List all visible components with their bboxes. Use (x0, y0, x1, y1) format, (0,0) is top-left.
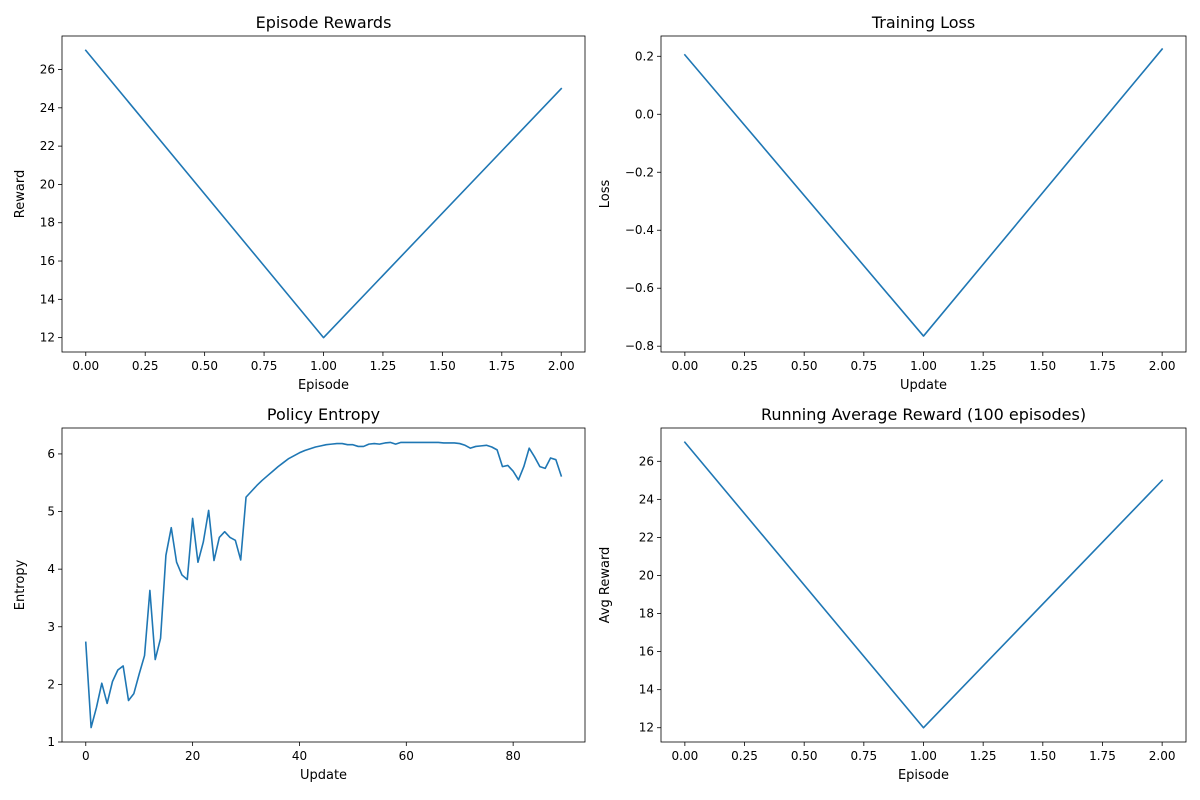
x-tick-label: 0.75 (850, 359, 877, 373)
axes-frame (61, 427, 586, 743)
axes-frame (61, 35, 586, 353)
series-line (84, 441, 563, 729)
x-axis-label: Update (900, 378, 947, 393)
y-tick-label: 18 (639, 607, 654, 621)
y-tick-label: 14 (40, 292, 55, 306)
y-tick-label: 0.2 (635, 49, 654, 63)
y-axis-label: Avg Reward (598, 547, 613, 624)
series-line (683, 441, 1164, 729)
x-tick-label: 1.25 (370, 359, 397, 373)
x-tick-label: 0.50 (791, 359, 818, 373)
y-tick-label: 14 (639, 683, 654, 697)
x-tick-label: 60 (399, 749, 414, 763)
x-tick-label: 1.00 (910, 749, 937, 763)
x-tick-label: 80 (506, 749, 521, 763)
x-tick-label: 0.50 (191, 359, 218, 373)
x-tick-label: 1.00 (910, 359, 937, 373)
chart-panel-2: Training Loss 0.00 0.25 0.50 0.75 1.00 1.25 1.5… (598, 13, 1187, 393)
y-axis-label: Entropy (13, 559, 28, 610)
series-line (683, 47, 1164, 337)
x-tick-label: 1.75 (488, 359, 515, 373)
y-tick-label: 24 (639, 492, 654, 506)
x-tick-label: 0.00 (672, 359, 699, 373)
chart-title: Policy Entropy (267, 405, 380, 424)
x-tick-label: 1.25 (970, 359, 997, 373)
x-tick-label: 0.75 (251, 359, 278, 373)
x-tick-label: 40 (292, 749, 307, 763)
x-tick-label: 0.25 (132, 359, 159, 373)
y-tick-label: 3 (47, 620, 55, 634)
x-tick-label: 0.50 (791, 749, 818, 763)
axes-frame (660, 427, 1187, 743)
x-tick-label: 0.75 (850, 749, 877, 763)
y-tick-label: 18 (40, 216, 55, 230)
y-tick-label: 26 (40, 63, 55, 77)
chart-title: Episode Rewards (256, 13, 392, 32)
y-tick-label: 16 (639, 645, 654, 659)
y-axis-label: Loss (598, 180, 613, 209)
y-tick-label: 1 (47, 735, 55, 749)
x-tick-label: 1.50 (1029, 359, 1056, 373)
y-tick-label: −0.4 (625, 223, 654, 237)
x-tick-label: 1.25 (970, 749, 997, 763)
x-tick-label: 0.00 (72, 359, 99, 373)
x-tick-label: 2.00 (1149, 749, 1176, 763)
x-tick-label: 20 (185, 749, 200, 763)
y-tick-label: −0.2 (625, 165, 654, 179)
chart-panel-4: Running Average Reward (100 episodes) 0.0… (598, 405, 1187, 783)
chart-title: Training Loss (871, 13, 975, 32)
y-tick-label: 24 (40, 101, 55, 115)
y-tick-label: 6 (47, 447, 55, 461)
y-tick-label: 5 (47, 505, 55, 519)
x-tick-label: 0.00 (672, 749, 699, 763)
y-tick-label: 12 (40, 331, 55, 345)
x-tick-label: 1.50 (429, 359, 456, 373)
chart-panel-1: Episode Rewards 0.00 0.25 0.50 0.75 1.00 1.25 1… (13, 13, 586, 393)
x-tick-label: 2.00 (1149, 359, 1176, 373)
y-axis-label: Reward (13, 170, 28, 218)
y-tick-label: 16 (40, 254, 55, 268)
x-tick-label: 1.50 (1029, 749, 1056, 763)
x-tick-label: 0.25 (731, 359, 758, 373)
chart-panel-3: Policy Entropy 0 20 40 60 80 1 2 3 4 5 6 Update Entro… (13, 405, 586, 783)
x-tick-label: 0.25 (731, 749, 758, 763)
y-tick-label: 20 (40, 177, 55, 191)
y-tick-label: 4 (47, 562, 55, 576)
axes-frame (660, 35, 1187, 353)
y-tick-label: 0.0 (635, 107, 654, 121)
x-axis-label: Episode (298, 378, 349, 393)
chart-title: Running Average Reward (100 episodes) (761, 405, 1086, 424)
y-tick-label: 2 (47, 677, 55, 691)
y-tick-label: −0.8 (625, 339, 654, 353)
x-tick-label: 0 (82, 749, 90, 763)
series-line (84, 49, 563, 339)
y-tick-label: 22 (639, 530, 654, 544)
y-tick-label: 12 (639, 721, 654, 735)
x-axis-label: Episode (898, 768, 949, 783)
x-tick-label: 1.75 (1089, 359, 1116, 373)
y-tick-label: 20 (639, 568, 654, 582)
x-axis-label: Update (300, 768, 347, 783)
x-tick-label: 1.00 (310, 359, 337, 373)
x-tick-label: 2.00 (548, 359, 575, 373)
x-tick-label: 1.75 (1089, 749, 1116, 763)
y-tick-label: −0.6 (625, 281, 654, 295)
y-tick-label: 22 (40, 139, 55, 153)
y-tick-label: 26 (639, 454, 654, 468)
